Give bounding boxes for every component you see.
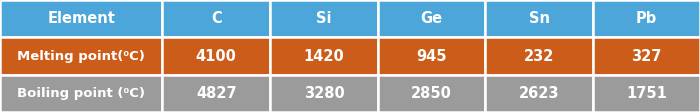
Text: Ge: Ge [421,11,442,26]
Text: 4827: 4827 [196,86,237,101]
Bar [270,75,378,112]
Bar [485,75,593,112]
Text: Si: Si [316,11,332,26]
Bar [378,37,485,75]
Text: 4100: 4100 [196,48,237,64]
Text: 1420: 1420 [304,48,344,64]
Bar [162,0,270,37]
Bar [593,0,700,37]
Bar [593,75,700,112]
Text: 327: 327 [631,48,661,64]
Text: Boiling point (⁰C): Boiling point (⁰C) [18,87,145,100]
Text: 945: 945 [416,48,447,64]
Text: Sn: Sn [528,11,550,26]
Bar [378,75,485,112]
Text: Pb: Pb [636,11,657,26]
Bar [270,37,378,75]
Bar [485,37,593,75]
Bar [162,75,270,112]
Text: 3280: 3280 [304,86,344,101]
Text: Element: Element [48,11,115,26]
Bar [162,37,270,75]
Bar [485,0,593,37]
Bar [270,0,378,37]
Text: 232: 232 [524,48,554,64]
Text: 2850: 2850 [411,86,452,101]
Bar [0,37,162,75]
Text: Melting point(⁰C): Melting point(⁰C) [18,50,145,62]
Bar [0,0,162,37]
Text: 1751: 1751 [626,86,667,101]
Text: C: C [211,11,222,26]
Text: 2623: 2623 [519,86,559,101]
Bar [593,37,700,75]
Bar [0,75,162,112]
Bar [378,0,485,37]
